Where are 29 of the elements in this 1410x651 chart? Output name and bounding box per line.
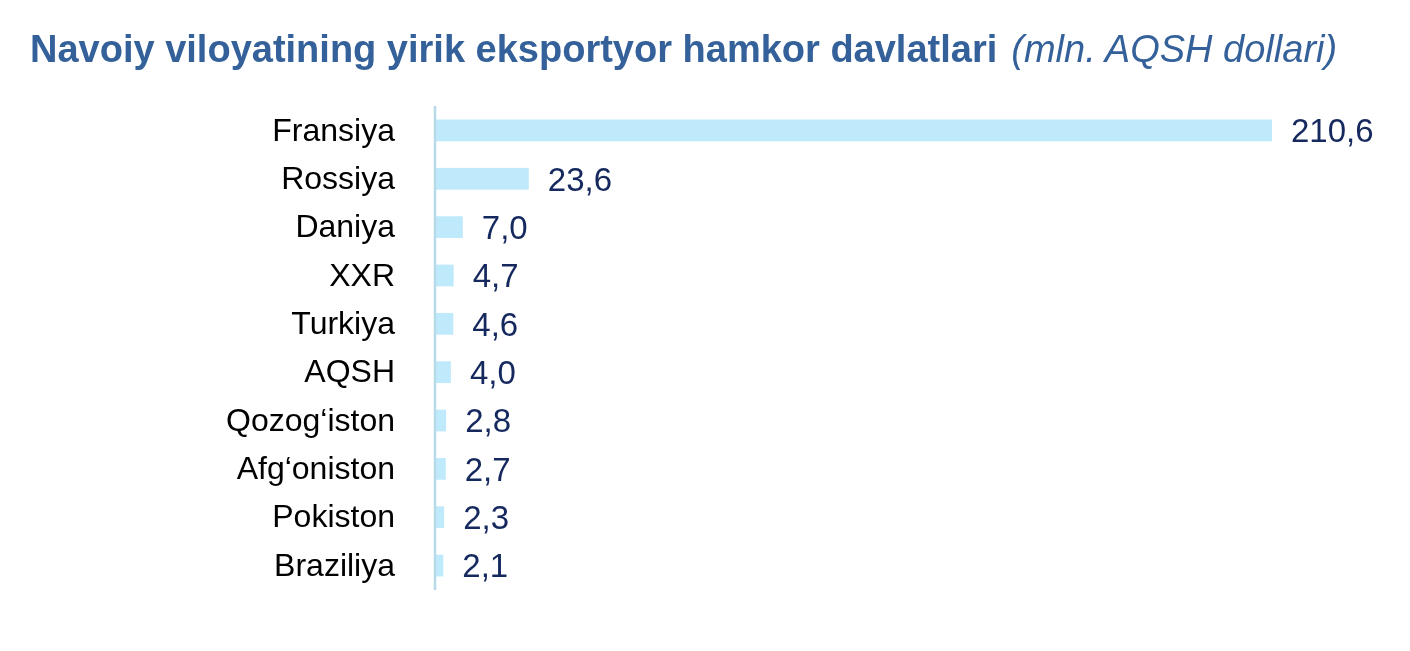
y-tick-label: Afg‘oniston <box>236 450 395 487</box>
data-label: 7,0 <box>481 209 528 246</box>
data-label: 210,6 <box>1291 112 1374 150</box>
y-tick-label: XXR <box>329 256 395 293</box>
data-label: 23,6 <box>547 160 613 198</box>
y-tick-label: Braziliya <box>274 546 396 583</box>
data-label: 4,7 <box>472 257 519 295</box>
data-label: 4,6 <box>472 305 519 343</box>
y-tick-label: Fransiya <box>272 111 396 148</box>
bar <box>435 458 446 480</box>
data-label: 2,7 <box>464 450 511 488</box>
bar <box>435 312 454 335</box>
data-label: 4,0 <box>469 354 516 392</box>
y-tick-label: AQSH <box>304 353 395 390</box>
y-tick-label: Pokiston <box>272 498 395 535</box>
bar <box>435 216 463 238</box>
data-label: 2,8 <box>465 402 511 440</box>
y-tick-label: Daniya <box>295 208 396 245</box>
bar <box>435 119 1272 142</box>
data-label: 2,3 <box>463 499 510 537</box>
y-tick-label: Turkiya <box>291 305 396 342</box>
bar <box>435 361 451 384</box>
bar <box>435 264 454 287</box>
y-tick-label: Rossiya <box>281 160 396 197</box>
data-label: 2,1 <box>462 547 509 585</box>
chart-subtitle: (mln. AQSH dollari) <box>1011 28 1338 70</box>
y-tick-label: Qozog‘iston <box>226 401 395 438</box>
bar <box>435 167 529 190</box>
chart-title: Navoiy viloyatining yirik eksportyor hamkor davlatlari <box>30 28 998 70</box>
